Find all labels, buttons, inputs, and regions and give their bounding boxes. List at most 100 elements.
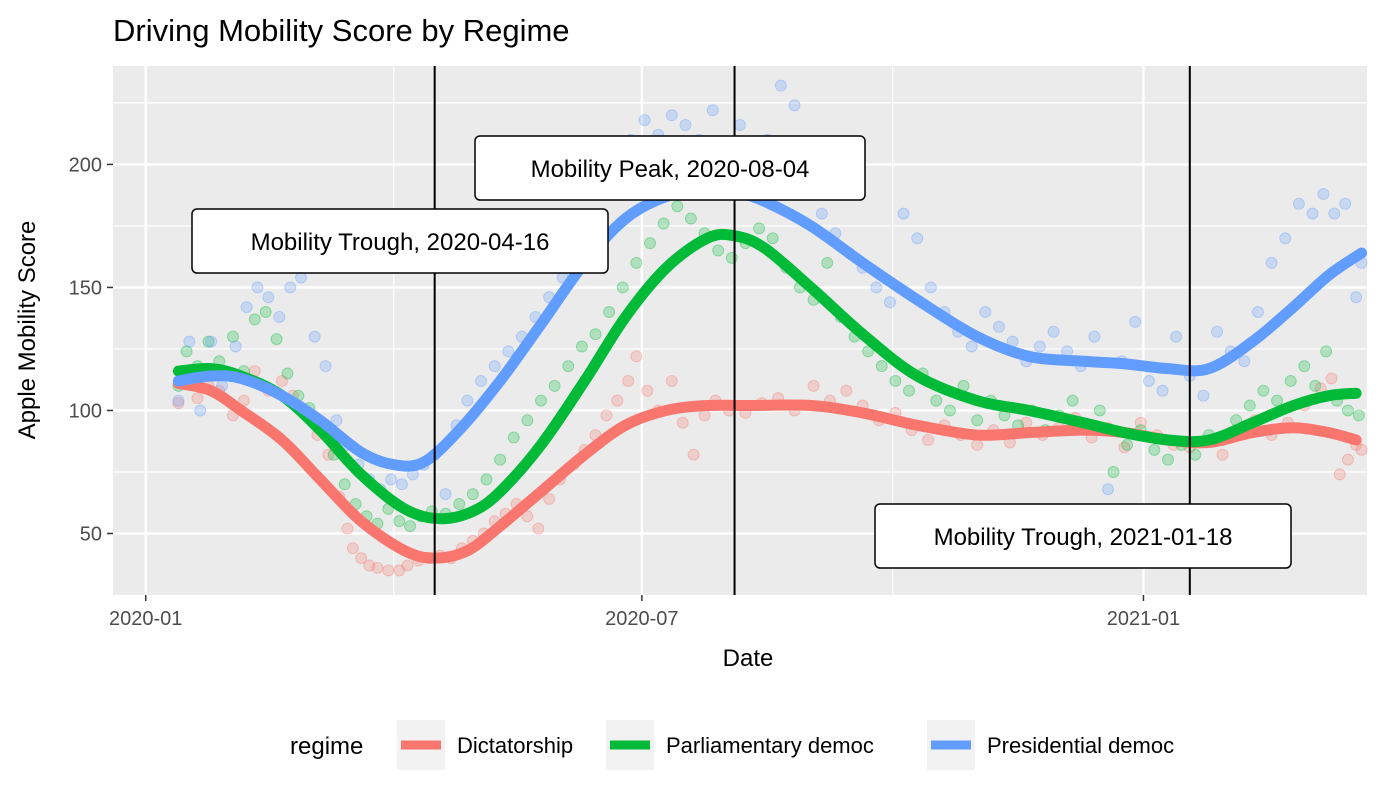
data-point <box>712 244 725 257</box>
chart-title: Driving Mobility Score by Regime <box>113 13 570 48</box>
data-point <box>226 330 239 343</box>
y-tick-label: 150 <box>69 277 102 299</box>
data-point <box>1339 197 1352 210</box>
data-point <box>638 114 651 127</box>
data-point <box>338 478 351 491</box>
data-point <box>259 306 272 319</box>
data-point <box>180 345 193 358</box>
data-point <box>1170 330 1183 343</box>
data-point <box>840 384 853 397</box>
annotation-text: Mobility Trough, 2020-04-16 <box>251 229 550 256</box>
data-point <box>1292 197 1305 210</box>
data-point <box>382 564 395 577</box>
data-point <box>548 379 561 392</box>
data-point <box>889 374 902 387</box>
data-point <box>308 330 321 343</box>
y-tick-label: 100 <box>69 400 102 422</box>
data-point <box>603 306 616 319</box>
annotation-text: Mobility Trough, 2021-01-18 <box>934 524 1233 551</box>
data-point <box>943 404 956 417</box>
data-point <box>502 345 515 358</box>
data-point <box>1066 394 1079 407</box>
data-point <box>1134 416 1147 429</box>
data-point <box>687 448 700 461</box>
data-point <box>1088 330 1101 343</box>
data-point <box>1211 325 1224 338</box>
data-point <box>532 522 545 535</box>
data-point <box>971 438 984 451</box>
legend-title: regime <box>290 733 363 760</box>
data-point <box>281 367 294 380</box>
data-point <box>395 478 408 491</box>
data-point <box>276 374 289 387</box>
data-point <box>1317 187 1330 200</box>
legend-label: Presidential democ <box>987 733 1174 758</box>
data-point <box>611 394 624 407</box>
data-point <box>1189 448 1202 461</box>
x-axis-title: Date <box>723 645 774 672</box>
data-point <box>251 281 264 294</box>
data-point <box>534 394 547 407</box>
data-point <box>1341 453 1354 466</box>
data-point <box>494 453 507 466</box>
data-point <box>641 384 654 397</box>
x-tick-label: 2020-07 <box>605 608 678 630</box>
data-point <box>753 222 766 235</box>
data-point <box>371 561 384 574</box>
data-point <box>229 340 242 353</box>
data-point <box>679 119 692 132</box>
data-point <box>922 433 935 446</box>
data-point <box>355 552 368 565</box>
legend-entry: Parliamentary democ <box>606 720 874 770</box>
annotation-text: Mobility Peak, 2020-08-04 <box>531 156 810 183</box>
data-point <box>521 414 534 427</box>
data-point <box>183 335 196 348</box>
annotation-label: Mobility Trough, 2020-04-16 <box>191 208 609 274</box>
x-tick-label: 2021-01 <box>1107 608 1180 630</box>
legend-label: Dictatorship <box>457 733 573 758</box>
data-point <box>393 564 406 577</box>
data-point <box>821 256 834 269</box>
data-point <box>911 232 924 245</box>
data-point <box>897 207 910 220</box>
data-point <box>903 384 916 397</box>
data-point <box>521 510 534 523</box>
data-point <box>575 340 588 353</box>
data-point <box>1142 374 1155 387</box>
data-point <box>971 414 984 427</box>
data-point <box>725 251 738 264</box>
data-point <box>698 409 711 422</box>
data-point <box>1197 389 1210 402</box>
data-point <box>248 313 261 326</box>
data-point <box>363 559 376 572</box>
data-point <box>346 542 359 555</box>
data-point <box>1341 404 1354 417</box>
data-point <box>644 237 657 250</box>
data-point <box>665 374 678 387</box>
data-point <box>1161 453 1174 466</box>
data-point <box>766 232 779 245</box>
data-point <box>172 394 185 407</box>
data-point <box>924 281 937 294</box>
data-point <box>262 291 275 304</box>
data-point <box>1251 306 1264 319</box>
y-tick-label: 50 <box>80 523 102 545</box>
data-point <box>1284 374 1297 387</box>
data-point <box>657 217 670 230</box>
data-point <box>815 207 828 220</box>
data-point <box>1118 441 1131 454</box>
legend-entry: Presidential democ <box>927 720 1174 770</box>
data-point <box>788 99 801 112</box>
data-point <box>1325 372 1338 385</box>
annotation-box <box>191 208 609 274</box>
data-point <box>404 520 417 533</box>
data-point <box>1257 384 1270 397</box>
data-point <box>1306 207 1319 220</box>
data-point <box>475 374 488 387</box>
annotation-box <box>474 135 866 201</box>
data-point <box>870 281 883 294</box>
data-point <box>1148 443 1161 456</box>
data-point <box>1102 483 1115 496</box>
data-point <box>1352 409 1365 422</box>
data-point <box>1309 379 1322 392</box>
